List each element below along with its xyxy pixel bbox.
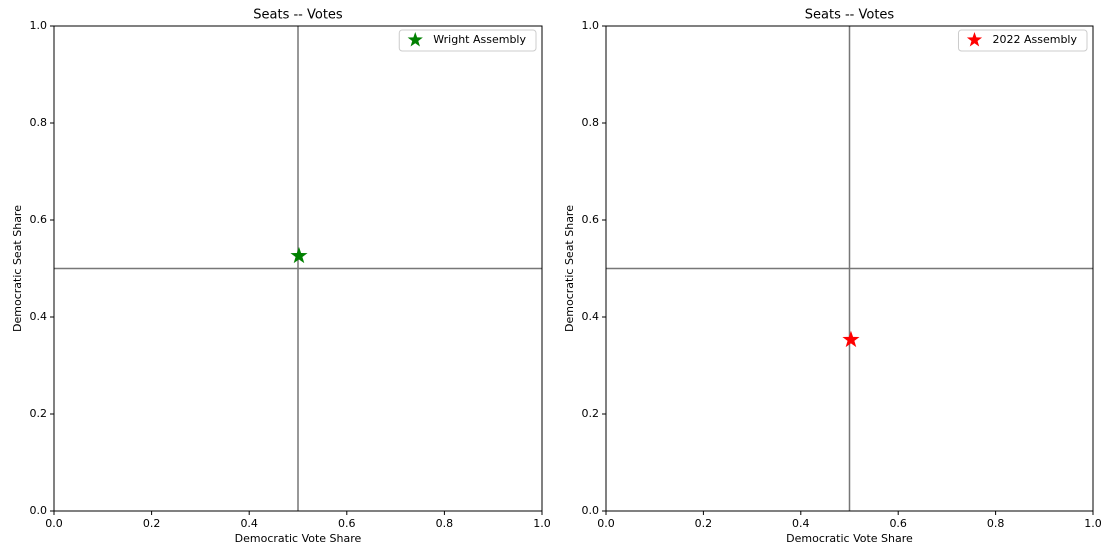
x-axis-label: Democratic Vote Share — [235, 532, 362, 545]
chart-title: Seats -- Votes — [253, 8, 343, 23]
y-tick-label: 0.0 — [30, 504, 48, 517]
y-tick-label: 1.0 — [582, 19, 600, 32]
y-tick-label: 0.2 — [30, 407, 48, 420]
x-tick-label: 0.6 — [338, 517, 356, 530]
y-tick-label: 0.0 — [582, 504, 600, 517]
y-tick-label: 0.6 — [30, 213, 48, 226]
scatter-point — [842, 330, 860, 348]
x-axis-label: Democratic Vote Share — [786, 532, 913, 545]
x-tick-label: 0.2 — [143, 517, 161, 530]
y-tick-label: 0.2 — [582, 407, 600, 420]
legend: Wright Assembly — [398, 29, 537, 52]
chart-title: Seats -- Votes — [805, 8, 895, 23]
x-tick-label: 0.0 — [45, 517, 63, 530]
y-tick-label: 0.6 — [582, 213, 600, 226]
x-tick-label: 0.2 — [695, 517, 713, 530]
legend-box — [398, 29, 537, 52]
y-axis-label: Democratic Seat Share — [563, 205, 576, 332]
y-tick-label: 0.8 — [582, 116, 600, 129]
scatter-point — [290, 246, 308, 264]
x-tick-label: 0.4 — [792, 517, 810, 530]
axes-frame — [53, 25, 543, 512]
legend-label: Wright Assembly — [433, 33, 526, 46]
x-tick-label: 1.0 — [533, 517, 551, 530]
y-axis-label: Democratic Seat Share — [11, 205, 24, 332]
y-tick-label: 0.4 — [582, 310, 600, 323]
axes-frame — [605, 25, 1094, 512]
legend: 2022 Assembly — [957, 29, 1088, 52]
x-tick-label: 0.4 — [240, 517, 258, 530]
legend-label: 2022 Assembly — [992, 33, 1077, 46]
legend-marker — [966, 32, 983, 47]
y-tick-label: 0.4 — [30, 310, 48, 323]
legend-marker — [407, 32, 423, 47]
x-tick-label: 0.8 — [987, 517, 1005, 530]
x-tick-label: 0.8 — [436, 517, 454, 530]
y-tick-label: 0.8 — [30, 116, 48, 129]
x-tick-label: 1.0 — [1084, 517, 1102, 530]
x-tick-label: 0.6 — [889, 517, 907, 530]
x-tick-label: 0.0 — [597, 517, 615, 530]
legend-box — [957, 29, 1088, 52]
y-tick-label: 1.0 — [30, 19, 48, 32]
